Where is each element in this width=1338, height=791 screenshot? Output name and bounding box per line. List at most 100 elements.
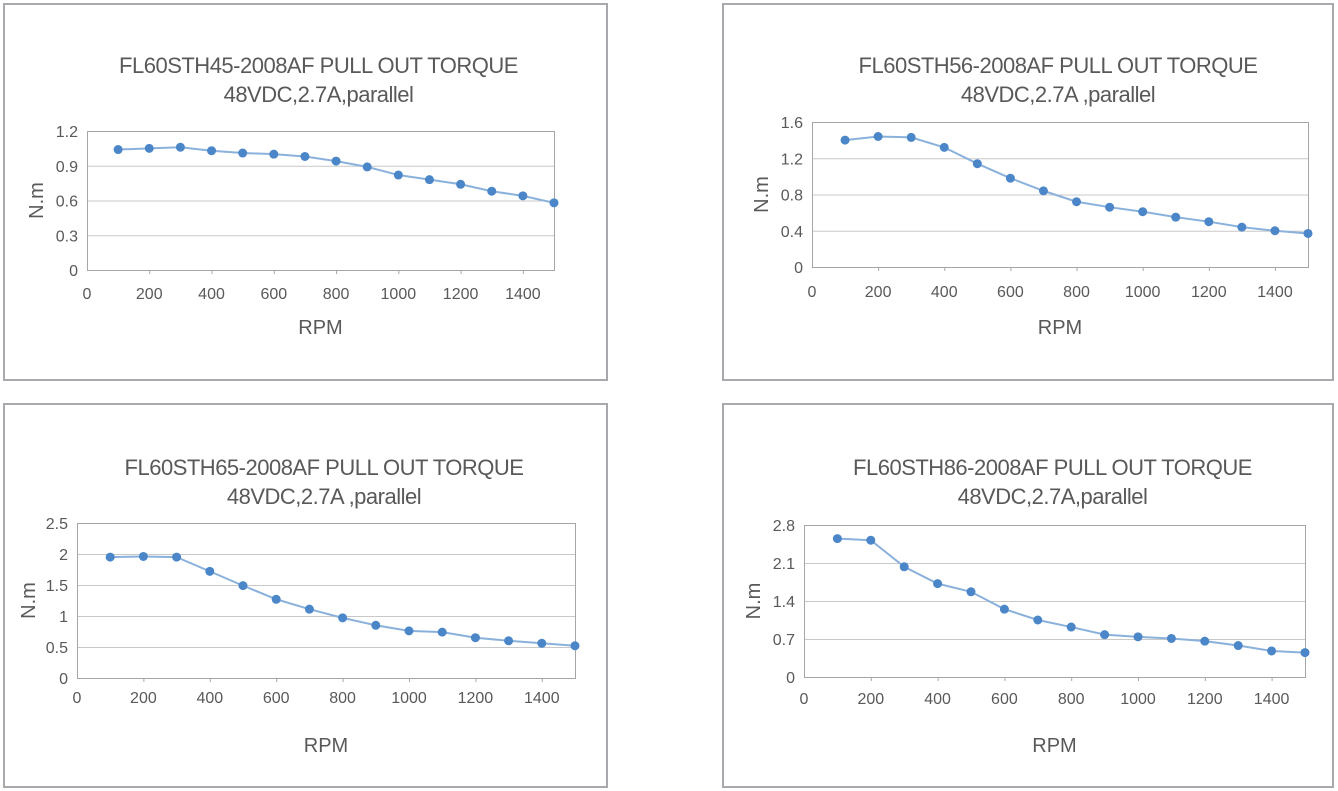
x-tick-label: 0 xyxy=(83,286,92,303)
x-tick-label: 800 xyxy=(1058,691,1085,708)
x-tick-label: 1400 xyxy=(1254,691,1290,708)
x-tick-label: 600 xyxy=(991,691,1018,708)
y-tick-label: 1.2 xyxy=(781,151,803,168)
chart-title-block: FL60STH56-2008AF PULL OUT TORQUE 48VDC,2… xyxy=(810,51,1306,109)
data-point-marker xyxy=(1171,212,1181,222)
data-point-marker xyxy=(300,151,310,161)
chart-title-block: FL60STH45-2008AF PULL OUT TORQUE 48VDC,2… xyxy=(85,51,552,109)
x-tick-label: 600 xyxy=(997,284,1024,301)
x-axis-title: RPM xyxy=(1038,317,1082,339)
data-point-marker xyxy=(933,579,943,589)
data-point-marker xyxy=(549,198,559,208)
y-tick-label: 1.4 xyxy=(773,594,795,611)
data-point-marker xyxy=(1166,633,1176,643)
data-point-marker xyxy=(238,581,248,591)
data-point-marker xyxy=(1038,186,1048,196)
x-tick-label: 1000 xyxy=(381,286,417,303)
x-tick-label: 1000 xyxy=(391,690,427,707)
data-point-marker xyxy=(999,604,1009,614)
chart-panel-fl60sth86: FL60STH86-2008AF PULL OUT TORQUE 48VDC,2… xyxy=(722,403,1334,788)
x-tick-label: 200 xyxy=(130,690,157,707)
x-tick-label: 400 xyxy=(924,691,951,708)
chart-subtitle: 48VDC,2.7A,parallel xyxy=(957,484,1148,509)
y-tick-label: 1.2 xyxy=(56,124,78,141)
chart-subtitle: 48VDC,2.7A ,parallel xyxy=(960,82,1156,107)
chart-subtitle: 48VDC,2.7A ,parallel xyxy=(226,484,422,509)
data-point-marker xyxy=(371,620,381,630)
data-point-marker xyxy=(487,186,497,196)
chart-panel-fl60sth65: FL60STH65-2008AF PULL OUT TORQUE 48VDC,2… xyxy=(3,403,608,788)
data-point-marker xyxy=(1270,226,1280,236)
x-tick-label: 1200 xyxy=(1191,284,1227,301)
x-tick-label: 400 xyxy=(931,284,958,301)
x-tick-label: 200 xyxy=(136,286,163,303)
data-point-marker xyxy=(1267,646,1277,656)
y-tick-label: 0.3 xyxy=(56,228,78,245)
y-tick-label: 0 xyxy=(59,671,68,688)
data-point-marker xyxy=(113,145,123,155)
x-tick-label: 800 xyxy=(1063,284,1090,301)
x-tick-label: 1400 xyxy=(524,690,560,707)
y-tick-label: 1.5 xyxy=(46,578,68,595)
x-tick-label: 800 xyxy=(329,690,356,707)
x-tick-label: 400 xyxy=(196,690,223,707)
x-tick-label: 0 xyxy=(73,690,82,707)
data-point-marker xyxy=(1303,228,1313,238)
y-axis-title: N.m xyxy=(751,176,773,213)
x-axis-title: RPM xyxy=(304,735,348,757)
data-point-marker xyxy=(899,562,909,572)
x-tick-label: 1200 xyxy=(458,690,494,707)
y-axis-title: N.m xyxy=(26,182,48,219)
x-axis-title: RPM xyxy=(298,317,342,339)
data-point-marker xyxy=(840,135,850,145)
y-tick-label: 0.4 xyxy=(781,224,803,241)
y-tick-label: 0.8 xyxy=(781,188,803,205)
data-point-marker xyxy=(338,613,348,623)
data-point-marker xyxy=(1133,632,1143,642)
torque-curve-plot-fl60sth56: 0 0.4 0.8 1.2 1.6 0 200 400 600 800 1000 1200 1400 N.… xyxy=(751,115,1313,339)
y-tick-label: 0.5 xyxy=(46,640,68,657)
y-tick-label: 0 xyxy=(786,670,795,687)
data-point-marker xyxy=(939,142,949,152)
y-axis-title: N.m xyxy=(743,583,765,620)
x-tick-label: 200 xyxy=(857,691,884,708)
data-point-marker xyxy=(1138,207,1148,217)
torque-curve-plot-fl60sth45: 0 0.3 0.6 0.9 1.2 0 200 400 600 800 1000 1200 1400 N.… xyxy=(26,124,559,339)
data-point-marker xyxy=(1105,202,1115,212)
data-point-marker xyxy=(331,156,341,166)
data-point-marker xyxy=(304,604,314,614)
torque-series-line xyxy=(110,555,576,647)
plot-area-border xyxy=(804,525,1306,678)
x-tick-label: 600 xyxy=(263,690,290,707)
x-tick-label: 1400 xyxy=(505,286,541,303)
x-tick-label: 1400 xyxy=(1257,284,1293,301)
torque-curve-plot-fl60sth65: 0 0.5 1 1.5 2 2.5 0 200 400 600 800 1000 1200 1400 N.m… xyxy=(18,516,580,757)
data-point-marker xyxy=(972,159,982,169)
data-point-marker xyxy=(1200,636,1210,646)
x-tick-label: 1000 xyxy=(1125,284,1161,301)
y-tick-label: 0.7 xyxy=(773,632,795,649)
data-point-marker xyxy=(906,132,916,142)
x-tick-label: 0 xyxy=(808,284,817,301)
y-axis-title: N.m xyxy=(18,582,40,619)
data-point-marker xyxy=(362,162,372,172)
x-tick-label: 0 xyxy=(800,691,809,708)
data-point-marker xyxy=(1033,615,1043,625)
data-point-marker xyxy=(144,143,154,153)
chart-title: FL60STH65-2008AF PULL OUT TORQUE xyxy=(124,455,524,480)
data-point-marker xyxy=(537,638,547,648)
data-point-marker xyxy=(570,641,580,651)
y-tick-label: 0.6 xyxy=(56,194,78,211)
x-tick-label: 800 xyxy=(323,286,350,303)
chart-title-block: FL60STH65-2008AF PULL OUT TORQUE 48VDC,2… xyxy=(75,453,573,511)
data-point-marker xyxy=(1005,173,1015,183)
x-tick-label: 1200 xyxy=(1187,691,1223,708)
chart-title-block: FL60STH86-2008AF PULL OUT TORQUE 48VDC,2… xyxy=(802,453,1303,511)
y-tick-label: 2.1 xyxy=(773,556,795,573)
data-point-marker xyxy=(1100,630,1110,640)
data-point-marker xyxy=(271,594,281,604)
data-point-marker xyxy=(238,148,248,158)
x-tick-label: 200 xyxy=(865,284,892,301)
chart-panel-fl60sth56: FL60STH56-2008AF PULL OUT TORQUE 48VDC,2… xyxy=(722,3,1334,381)
